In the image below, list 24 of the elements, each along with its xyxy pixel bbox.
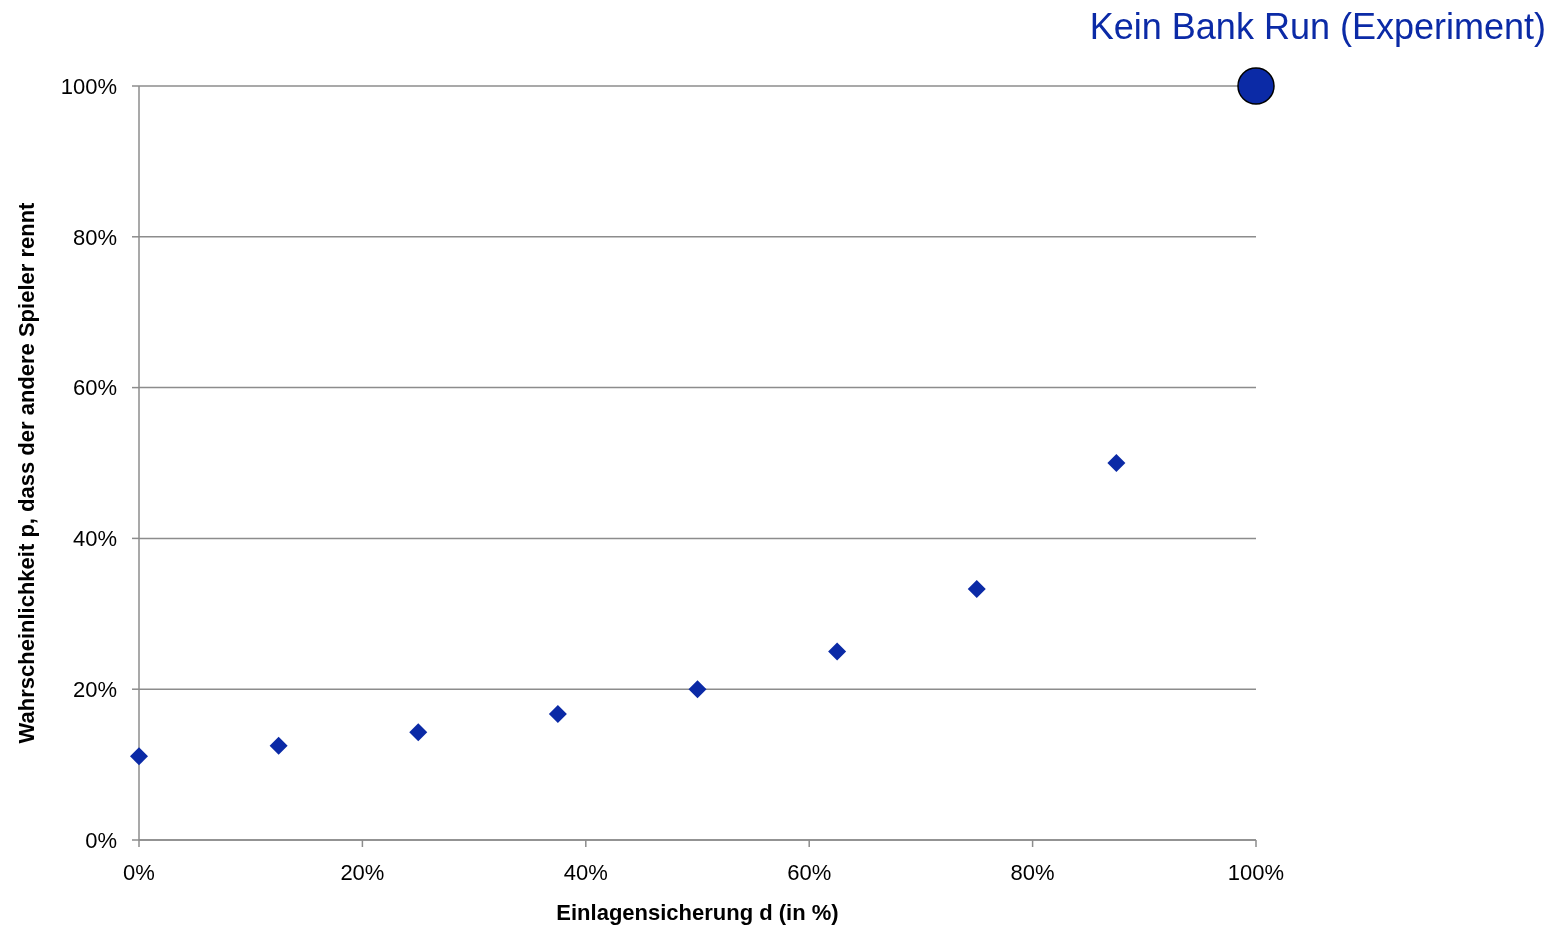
point <box>1237 67 1275 105</box>
y-tick-label: 80% <box>72 224 117 250</box>
point <box>548 705 567 724</box>
x-tick-label: 80% <box>1010 860 1055 885</box>
point <box>1107 454 1126 472</box>
x-axis-title: Einlagensicherung d (in %) <box>556 900 839 925</box>
point <box>967 579 986 598</box>
x-tick-label: 60% <box>787 860 832 885</box>
point <box>828 642 847 661</box>
x-tick-label: 40% <box>563 860 608 885</box>
x-tick-label: 0% <box>123 860 155 885</box>
x-tick-label: 20% <box>340 860 385 885</box>
y-tick-label: 60% <box>72 375 117 401</box>
y-tick-label: 20% <box>72 676 117 702</box>
point <box>409 723 428 742</box>
point <box>269 736 288 755</box>
y-tick-label: 0% <box>85 827 117 853</box>
y-tick-label: 100% <box>60 73 117 99</box>
point <box>688 680 707 699</box>
y-axis-title: Wahrscheinlichkeit p, dass der andere Spieler rennt <box>14 201 39 744</box>
y-tick-label: 40% <box>72 526 117 552</box>
annotation: Kein Bank Run (Experiment) <box>1089 6 1546 47</box>
x-tick-label: 100% <box>1227 860 1285 885</box>
point <box>130 747 148 766</box>
